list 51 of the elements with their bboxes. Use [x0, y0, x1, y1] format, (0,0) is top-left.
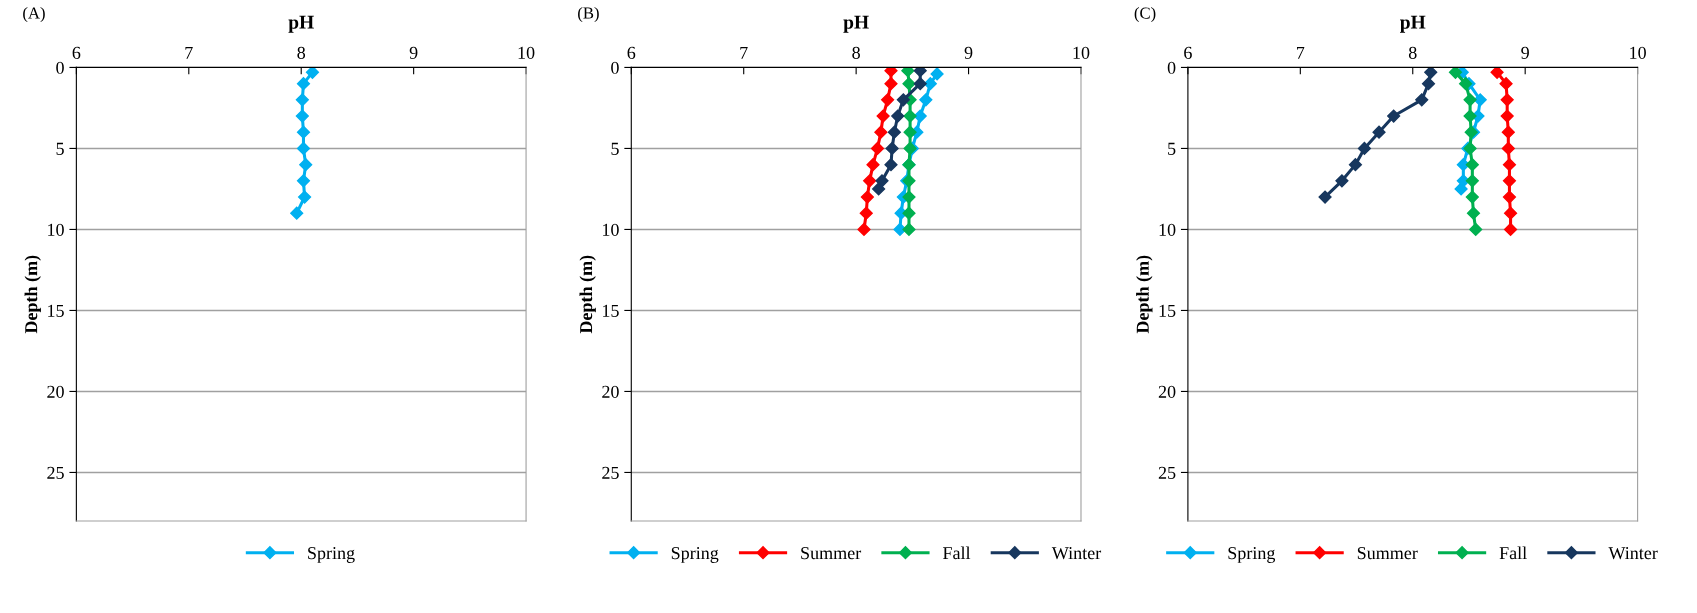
- x-tick-label: 10: [1073, 46, 1090, 59]
- y-axis-title: Depth (m): [1136, 255, 1153, 334]
- y-tick-label: 10: [48, 223, 64, 236]
- x-tick-label: 7: [740, 46, 748, 59]
- y-tick-label: 15: [1159, 304, 1176, 317]
- chart-title: pH: [1400, 15, 1426, 33]
- y-axis-title: Depth (m): [24, 255, 41, 334]
- x-tick-label: 6: [72, 46, 81, 59]
- x-tick-label: 9: [409, 46, 418, 59]
- x-tick-label: 10: [1630, 46, 1646, 59]
- y-tick-label: 20: [602, 385, 619, 398]
- y-tick-label: 20: [1158, 385, 1176, 398]
- y-tick-label: 0: [56, 61, 64, 74]
- text: (A): [23, 6, 45, 23]
- text: (C): [1134, 6, 1156, 23]
- y-tick-label: 5: [56, 142, 64, 155]
- legend-label: Winter: [1051, 547, 1102, 560]
- text: (B): [578, 6, 599, 23]
- y-tick-label: 25: [47, 466, 64, 479]
- x-tick-label: 9: [1521, 46, 1529, 59]
- x-tick-label: 9: [964, 46, 973, 59]
- legend-label: Winter: [1608, 547, 1658, 560]
- x-tick-label: 8: [852, 46, 860, 59]
- legend-label: Fall: [942, 546, 971, 560]
- legend-label: Summer: [801, 547, 862, 560]
- y-tick-label: 15: [603, 304, 619, 317]
- y-tick-label: 15: [48, 304, 64, 317]
- y-tick-label: 20: [47, 385, 64, 398]
- legend-label: Fall: [1499, 546, 1527, 560]
- legend-label: Spring: [1228, 547, 1276, 563]
- y-tick-label: 25: [602, 466, 619, 479]
- x-tick-label: 7: [185, 46, 193, 59]
- y-tick-label: 0: [611, 61, 619, 74]
- y-tick-label: 10: [603, 223, 619, 236]
- x-tick-label: 10: [518, 46, 535, 59]
- chart-title: pH: [288, 15, 314, 33]
- x-tick-label: 6: [627, 46, 636, 59]
- chart-title: pH: [843, 15, 869, 33]
- x-tick-label: 8: [297, 46, 306, 59]
- x-tick-label: 6: [1184, 46, 1192, 59]
- x-tick-label: 8: [1408, 46, 1417, 59]
- y-tick-label: 5: [1168, 142, 1176, 155]
- y-tick-label: 0: [1167, 61, 1176, 74]
- x-tick-label: 7: [1297, 46, 1305, 59]
- legend-label: Spring: [671, 547, 719, 563]
- y-tick-label: 5: [611, 142, 619, 155]
- y-tick-label: 25: [1158, 466, 1176, 479]
- legend-label: Spring: [308, 547, 355, 563]
- y-axis-title: Depth (m): [579, 255, 596, 334]
- legend-label: Summer: [1357, 547, 1418, 560]
- y-tick-label: 10: [1159, 223, 1176, 236]
